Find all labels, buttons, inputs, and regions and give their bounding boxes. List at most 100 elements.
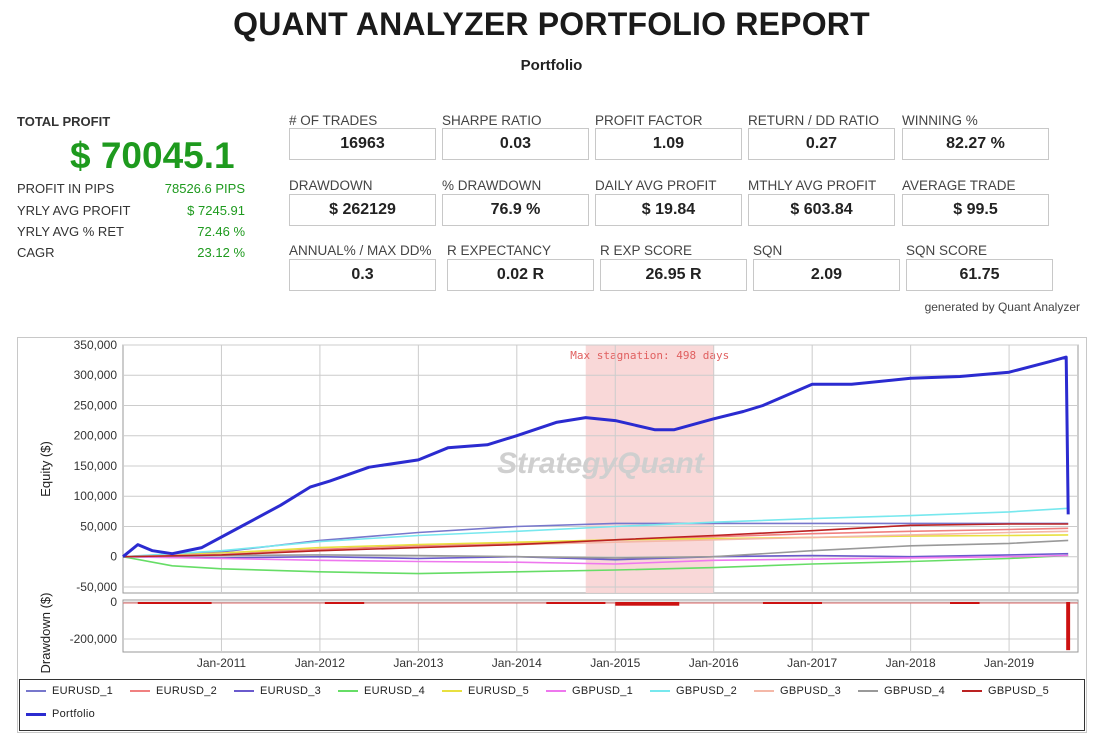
legend-swatch [650, 690, 670, 692]
x-tick-label: Jan-2011 [197, 656, 246, 670]
stat-label-avg-trade: AVERAGE TRADE [902, 178, 1016, 193]
stat-label-profit-factor: PROFIT FACTOR [595, 113, 703, 128]
legend-item-eurusd-2: EURUSD_2 [130, 685, 217, 697]
yrly-avg-ret-label: YRLY AVG % RET [17, 224, 124, 239]
legend-item-eurusd-4: EURUSD_4 [338, 685, 425, 697]
series-line-gbpusd-2 [122, 507, 1069, 558]
total-profit-value: $ 70045.1 [70, 135, 235, 176]
stat-value-avg-trade: $ 99.5 [902, 194, 1049, 226]
stagnation-band [585, 345, 714, 593]
legend-item-gbpusd-4: GBPUSD_4 [858, 685, 945, 697]
stat-value-trades: 16963 [289, 128, 436, 160]
series-line-gbpusd-4 [122, 539, 1069, 559]
stat-value-daily-avg: $ 19.84 [595, 194, 742, 226]
x-tick-label: Jan-2018 [886, 656, 936, 670]
legend-label: EURUSD_1 [52, 685, 114, 697]
stat-value-return-dd: 0.27 [748, 128, 895, 160]
profit-in-pips-label: PROFIT IN PIPS [17, 181, 115, 196]
legend-item-gbpusd-1: GBPUSD_1 [546, 685, 633, 697]
watermark: StrategyQuant [497, 447, 706, 480]
legend-label: GBPUSD_3 [780, 685, 842, 697]
x-tick-label: Jan-2015 [590, 656, 640, 670]
legend-swatch [26, 690, 46, 692]
stat-label-r-expectancy: R EXPECTANCY [447, 243, 552, 258]
stat-value-winning: 82.27 % [902, 128, 1049, 160]
report-title: QUANT ANALYZER PORTFOLIO REPORT [233, 6, 870, 42]
y-tick-label: 250,000 [74, 398, 118, 412]
legend-label: GBPUSD_1 [572, 685, 634, 697]
y-tick-label: 150,000 [74, 459, 118, 473]
legend-swatch [130, 690, 150, 692]
stat-value-sqn: 2.09 [753, 259, 900, 291]
stat-value-drawdown: $ 262129 [289, 194, 436, 226]
legend-label: EURUSD_5 [468, 685, 530, 697]
stagnation-label: Max stagnation: 498 days [570, 349, 729, 362]
drawdown-bar [546, 602, 606, 604]
series-line-portfolio [122, 355, 1070, 558]
legend-label: EURUSD_4 [364, 685, 426, 697]
x-tick-label: Jan-2014 [492, 656, 542, 670]
y-tick-label: -50,000 [76, 580, 117, 594]
stat-value-r-expectancy: 0.02 R [447, 259, 594, 291]
stat-value-annual-maxdd: 0.3 [289, 259, 436, 291]
y-tick-label: 200,000 [74, 429, 118, 443]
stat-value-r-exp-score: 26.95 R [600, 259, 747, 291]
stat-label-winning: WINNING % [902, 113, 978, 128]
y-tick-label: 50,000 [80, 519, 117, 533]
stat-label-trades: # OF TRADES [289, 113, 378, 128]
drawdown-tick-label: -200,000 [70, 632, 118, 646]
generated-by-note: generated by Quant Analyzer [924, 300, 1080, 314]
stat-label-daily-avg: DAILY AVG PROFIT [595, 178, 717, 193]
x-tick-label: Jan-2012 [295, 656, 345, 670]
stat-value-sharpe: 0.03 [442, 128, 589, 160]
legend-swatch [546, 690, 566, 692]
x-tick-label: Jan-2016 [689, 656, 739, 670]
report-subtitle: Portfolio [520, 57, 583, 74]
stat-label-pct-drawdown: % DRAWDOWN [442, 178, 542, 193]
drawdown-bar [324, 602, 365, 604]
x-tick-label: Jan-2017 [787, 656, 837, 670]
stat-label-sharpe: SHARPE RATIO [442, 113, 542, 128]
stat-value-sqn-score: 61.75 [906, 259, 1053, 291]
stat-label-annual-maxdd: ANNUAL% / MAX DD% [289, 243, 432, 258]
x-tick-label: Jan-2019 [984, 656, 1034, 670]
profit-in-pips-value: 78526.6 PIPS [164, 181, 245, 196]
drawdown-bar [950, 602, 980, 604]
legend-swatch [442, 690, 462, 692]
legend-swatch [338, 690, 358, 692]
legend-item-eurusd-3: EURUSD_3 [234, 685, 321, 697]
cagr-value: 23.12 % [197, 245, 245, 260]
stat-label-sqn: SQN [753, 243, 783, 258]
yrly-avg-profit-value: $ 7245.91 [187, 203, 245, 218]
legend-label: Portfolio [52, 708, 96, 720]
y-tick-label: 350,000 [74, 338, 118, 352]
yrly-avg-profit-label: YRLY AVG PROFIT [17, 203, 131, 218]
drawdown-plot-area [122, 599, 1079, 653]
drawdown-tick-label: 0 [110, 595, 117, 609]
legend-label: EURUSD_2 [156, 685, 218, 697]
drawdown-bar [615, 602, 680, 606]
total-profit-label: TOTAL PROFIT [17, 114, 111, 129]
legend-swatch [858, 690, 878, 692]
legend-item-gbpusd-2: GBPUSD_2 [650, 685, 737, 697]
drawdown-bar [762, 602, 823, 604]
drawdown-bar [137, 602, 212, 604]
legend-label: GBPUSD_5 [988, 685, 1050, 697]
series-line-gbpusd-5 [122, 523, 1069, 558]
drawdown-bar [1066, 602, 1071, 651]
stat-value-profit-factor: 1.09 [595, 128, 742, 160]
y-axis-title: Equity ($) [38, 441, 53, 497]
legend-item-gbpusd-5: GBPUSD_5 [962, 685, 1049, 697]
y-tick-label: 0 [110, 550, 117, 564]
stat-label-sqn-score: SQN SCORE [906, 243, 988, 258]
yrly-avg-ret-value: 72.46 % [197, 224, 245, 239]
series-line-eurusd-3 [122, 552, 1069, 561]
y-tick-label: 100,000 [74, 489, 118, 503]
legend-label: GBPUSD_4 [884, 685, 946, 697]
stat-label-mthly-avg: MTHLY AVG PROFIT [748, 178, 877, 193]
stat-value-mthly-avg: $ 603.84 [748, 194, 895, 226]
drawdown-axis-title: Drawdown ($) [38, 593, 53, 674]
legend-swatch [26, 712, 46, 716]
legend-item-eurusd-1: EURUSD_1 [26, 685, 113, 697]
